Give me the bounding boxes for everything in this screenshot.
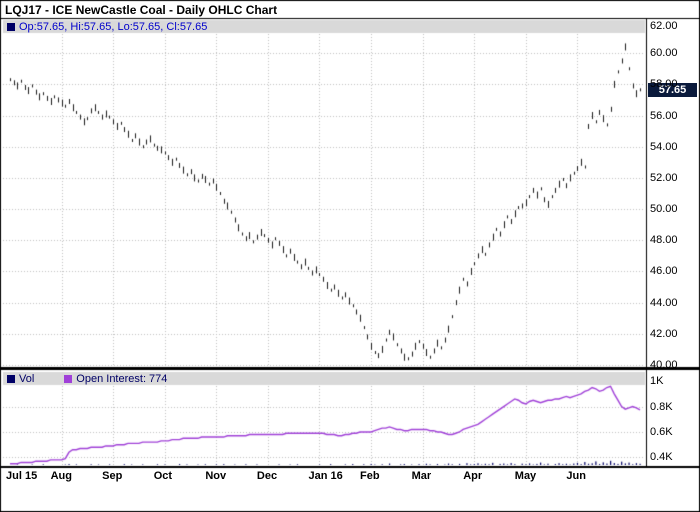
price-axis-tick: 52.00 xyxy=(650,171,678,184)
open-interest-legend-text: Open Interest: 774 xyxy=(76,373,168,385)
volume-axis-tick: 0.6K xyxy=(650,425,673,438)
volume-legend-text: Vol xyxy=(19,373,35,385)
price-axis-tick: 40.00 xyxy=(650,359,678,371)
price-axis-tick: 44.00 xyxy=(650,296,678,309)
x-axis-label: Jan 16 xyxy=(308,470,343,482)
open-interest-legend-swatch-icon xyxy=(64,375,73,383)
price-legend: Op:57.65, Hi:57.65, Lo:57.65, Cl:57.65 xyxy=(7,21,207,33)
x-axis-label: Jul 15 xyxy=(6,470,38,482)
volume-axis-tick: 0.8K xyxy=(650,400,673,413)
price-axis-tick: 50.00 xyxy=(650,203,678,216)
price-axis-tick: 60.00 xyxy=(650,47,678,60)
x-axis-label: Dec xyxy=(256,470,278,482)
ohlc-legend-swatch-icon xyxy=(7,23,15,31)
price-axis-tick: 56.00 xyxy=(650,109,678,122)
volume-legend: Vol Open Interest: 774 xyxy=(7,373,167,385)
price-axis-tick: 54.00 xyxy=(650,140,678,153)
x-axis-label: Nov xyxy=(205,470,227,482)
chart-title: LQJ17 - ICE NewCastle Coal - Daily OHLC … xyxy=(5,3,278,17)
volume-axis-tick: 0.4K xyxy=(650,451,673,464)
current-price-badge: 57.65 xyxy=(648,82,697,97)
price-axis-tick: 58.00 xyxy=(650,78,678,91)
price-axis-tick: 46.00 xyxy=(650,265,678,278)
x-axis-label: Mar xyxy=(411,470,432,482)
volume-legend-swatch-icon xyxy=(7,375,15,383)
price-axis-tick: 62.00 xyxy=(650,20,678,32)
x-axis-label: Aug xyxy=(50,470,72,482)
x-axis-label: Feb xyxy=(360,470,380,482)
volume-axis-tick: 1K xyxy=(650,375,664,388)
x-axis-label: Jun xyxy=(566,470,586,482)
x-axis-label: Apr xyxy=(463,470,483,482)
price-axis-tick: 42.00 xyxy=(650,327,678,340)
x-axis-label: May xyxy=(514,470,537,482)
x-axis-label: Oct xyxy=(153,470,173,482)
price-axis-tick: 48.00 xyxy=(650,234,678,247)
price-legend-text: Op:57.65, Hi:57.65, Lo:57.65, Cl:57.65 xyxy=(19,21,208,33)
x-axis-label: Sep xyxy=(102,470,123,482)
